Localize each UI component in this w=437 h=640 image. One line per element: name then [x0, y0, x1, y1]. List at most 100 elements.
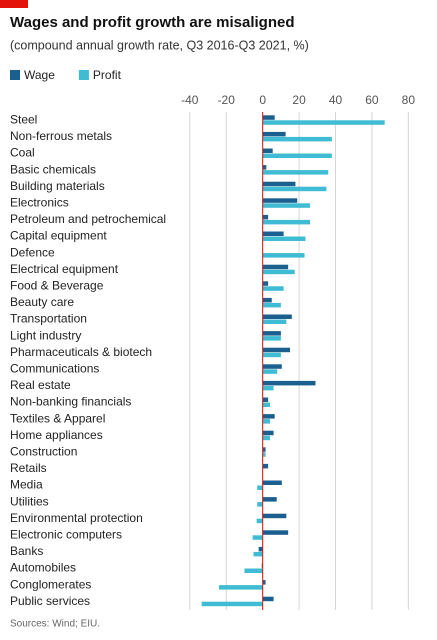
category-label: Environmental protection — [10, 511, 143, 525]
legend-swatch — [78, 70, 89, 80]
bar — [262, 480, 282, 485]
bar — [262, 430, 274, 436]
bar — [262, 231, 284, 236]
bar — [252, 535, 263, 540]
brand-tag — [0, 0, 28, 8]
bar — [262, 463, 269, 469]
category-label: Building materials — [10, 179, 105, 193]
bar — [262, 319, 287, 324]
category-label: Pharmaceuticals & biotech — [10, 345, 152, 359]
bar — [262, 452, 266, 457]
category-label: Coal — [10, 146, 35, 160]
chart-subtitle: (compound annual growth rate, Q3 2016-Q3… — [10, 38, 309, 52]
bar — [262, 336, 281, 341]
bar — [262, 435, 270, 441]
category-label: Petroleum and petrochemical — [10, 212, 166, 226]
category-label: Electronics — [10, 195, 69, 209]
bar — [262, 269, 295, 275]
x-tick-label: -20 — [218, 93, 236, 107]
bar — [262, 513, 287, 519]
category-label: Electronic computers — [10, 527, 122, 541]
category-label: Transportation — [10, 312, 87, 326]
bar — [262, 148, 273, 153]
bar — [262, 369, 278, 374]
bar — [257, 502, 263, 507]
category-label: Banks — [10, 544, 43, 558]
bar — [262, 214, 269, 220]
bar — [262, 181, 296, 187]
bar — [262, 347, 290, 353]
bar — [258, 546, 263, 552]
category-label: Communications — [10, 361, 99, 375]
bar — [262, 219, 311, 225]
category-label: Light industry — [10, 328, 81, 342]
bar — [262, 402, 270, 407]
category-label: Defence — [10, 245, 55, 259]
category-label: Capital equipment — [10, 229, 107, 243]
bar — [262, 580, 266, 585]
legend-label: Profit — [93, 68, 122, 82]
bar — [262, 530, 289, 535]
bar — [262, 203, 311, 208]
bar — [262, 331, 281, 336]
bar — [262, 385, 274, 391]
bar — [253, 551, 263, 557]
bar — [218, 585, 263, 590]
bar — [262, 281, 269, 286]
category-label: Construction — [10, 444, 77, 458]
bar — [262, 136, 332, 142]
category-label: Home appliances — [10, 428, 103, 442]
bar — [262, 419, 270, 424]
bar — [262, 264, 289, 270]
category-label: Beauty care — [10, 295, 74, 309]
bar — [262, 186, 327, 192]
x-tick-label: 60 — [365, 93, 379, 107]
category-label: Basic chemicals — [10, 162, 96, 176]
source: Sources: Wind; EIU. — [10, 619, 100, 630]
bar — [262, 286, 284, 291]
legend-label: Wage — [24, 68, 55, 82]
bar — [256, 518, 263, 524]
category-label: Real estate — [10, 378, 71, 392]
bar — [262, 198, 298, 203]
bar — [262, 170, 329, 175]
bar — [262, 165, 267, 170]
bar — [262, 596, 274, 602]
category-label: Utilities — [10, 494, 49, 508]
category-label: Textiles & Apparel — [10, 411, 105, 425]
bar — [262, 302, 281, 308]
category-label: Non-ferrous metals — [10, 129, 112, 143]
bar — [262, 120, 385, 125]
category-label: Conglomerates — [10, 577, 91, 591]
x-tick-label: 20 — [292, 93, 306, 107]
bar — [262, 253, 305, 258]
bar — [262, 236, 306, 241]
category-label: Retails — [10, 461, 47, 475]
bar — [262, 131, 286, 137]
bar — [262, 352, 281, 358]
category-label: Electrical equipment — [10, 262, 119, 276]
bar — [262, 297, 272, 303]
x-tick-label: 40 — [329, 93, 343, 107]
bar — [262, 364, 282, 369]
x-tick-label: -40 — [181, 93, 199, 107]
bar — [262, 497, 277, 502]
bar — [262, 397, 269, 402]
bar — [244, 568, 263, 573]
x-tick-label: 0 — [259, 93, 266, 107]
category-label: Steel — [10, 112, 37, 126]
bar — [262, 380, 316, 386]
bar — [262, 314, 292, 319]
bar — [262, 153, 332, 158]
category-label: Automobiles — [10, 561, 76, 575]
x-tick-label: 80 — [402, 93, 416, 107]
legend-swatch — [10, 70, 20, 80]
chart-title: Wages and profit growth are misaligned — [10, 14, 294, 31]
bar — [201, 601, 263, 607]
bar — [257, 485, 263, 490]
category-label: Public services — [10, 594, 90, 608]
category-label: Non-banking financials — [10, 395, 131, 409]
bar — [262, 414, 275, 419]
bar — [262, 115, 275, 120]
